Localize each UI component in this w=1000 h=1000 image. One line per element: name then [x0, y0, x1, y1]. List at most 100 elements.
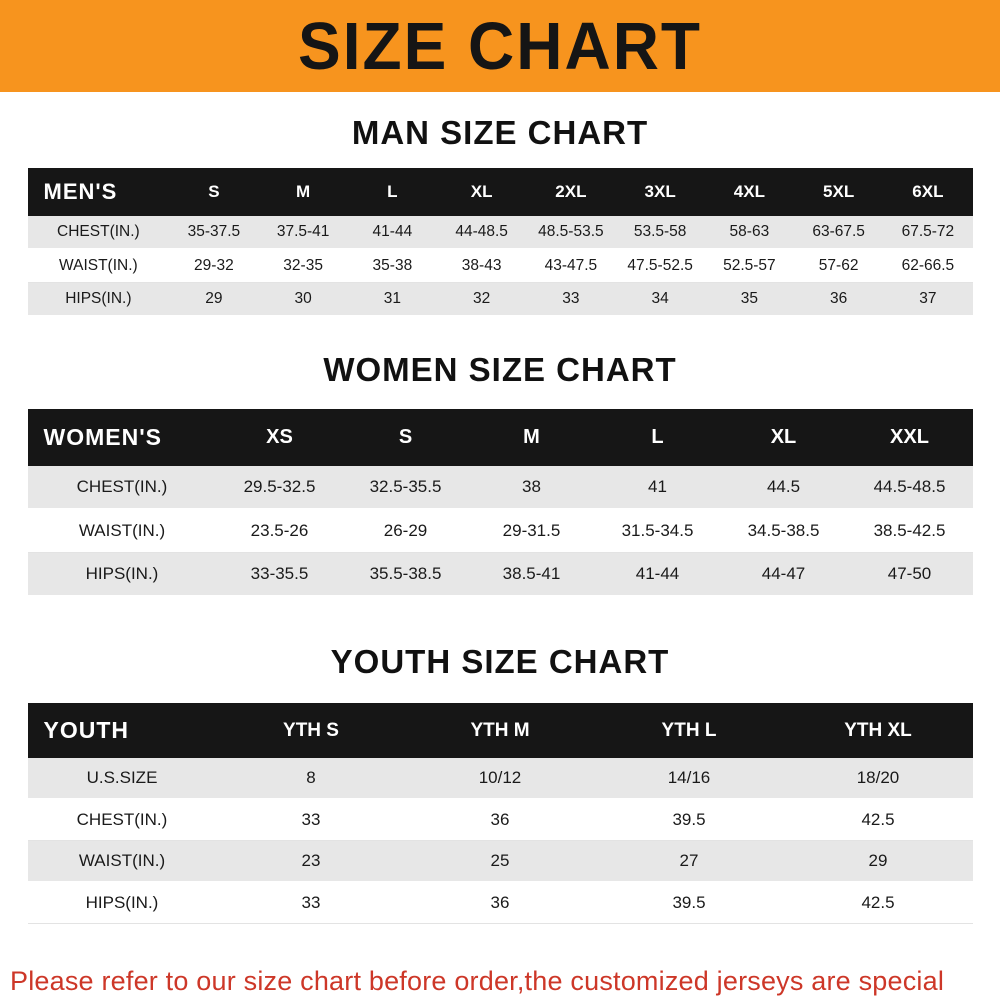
value-cell: 47.5-52.5 — [615, 249, 705, 283]
row-label-cell: WAIST(IN.) — [27, 840, 217, 883]
value-cell: 35.5-38.5 — [342, 552, 469, 597]
row-label-cell: CHEST(IN.) — [27, 799, 217, 841]
value-cell: 25 — [405, 840, 595, 883]
value-cell: 53.5-58 — [615, 216, 705, 250]
table-row: CHEST(IN.) 33 36 39.5 42.5 — [27, 799, 973, 841]
row-label-cell: U.S.SIZE — [27, 758, 217, 800]
value-cell: 32-35 — [258, 249, 348, 283]
row-label-cell: HIPS(IN.) — [27, 552, 217, 597]
value-cell: 42.5 — [783, 882, 973, 924]
value-cell: 26-29 — [342, 509, 469, 553]
value-cell: 33 — [526, 282, 616, 317]
size-header-cell: XL — [437, 168, 527, 216]
value-cell: 48.5-53.5 — [526, 216, 616, 250]
value-cell: 35-38 — [347, 249, 437, 283]
row-label-cell: HIPS(IN.) — [27, 882, 217, 924]
value-cell: 44-47 — [720, 552, 847, 597]
value-cell: 29 — [169, 282, 259, 317]
value-cell: 44-48.5 — [437, 216, 527, 250]
value-cell: 29.5-32.5 — [216, 466, 343, 510]
page-title: SIZE CHART — [298, 8, 702, 84]
value-cell: 44.5 — [720, 466, 847, 510]
value-cell: 30 — [258, 282, 348, 317]
value-cell: 23.5-26 — [216, 509, 343, 553]
value-cell: 31.5-34.5 — [594, 509, 721, 553]
value-cell: 33 — [216, 799, 406, 841]
value-cell: 8 — [216, 758, 406, 800]
table-title-cell: MEN'S — [27, 168, 170, 216]
value-cell: 23 — [216, 840, 406, 883]
value-cell: 41 — [594, 466, 721, 510]
row-label-cell: WAIST(IN.) — [27, 249, 170, 283]
value-cell: 38 — [468, 466, 595, 510]
table-row: CHEST(IN.) 35-37.5 37.5-41 41-44 44-48.5 48.5… — [27, 216, 973, 250]
youth-size-section: YOUTH SIZE CHART YOUTH YTH S YTH M YTH L YTH… — [0, 643, 1000, 924]
value-cell: 34 — [615, 282, 705, 317]
value-cell: 38-43 — [437, 249, 527, 283]
size-header-cell: M — [468, 409, 595, 466]
table-row: WAIST(IN.) 23 25 27 29 — [27, 840, 973, 883]
value-cell: 35-37.5 — [169, 216, 259, 250]
value-cell: 52.5-57 — [704, 249, 794, 283]
value-cell: 29-32 — [169, 249, 259, 283]
table-header-row: MEN'S S M L XL 2XL 3XL 4XL 5XL 6XL — [27, 168, 973, 216]
footer-line-1: Please refer to our size chart before or… — [10, 966, 945, 996]
value-cell: 62-66.5 — [883, 249, 973, 283]
value-cell: 39.5 — [594, 882, 784, 924]
men-section-heading: MAN SIZE CHART — [351, 114, 649, 151]
youth-section-heading: YOUTH SIZE CHART — [330, 643, 670, 680]
value-cell: 47-50 — [846, 552, 973, 597]
size-header-cell: S — [169, 168, 259, 216]
value-cell: 39.5 — [594, 799, 784, 841]
value-cell: 43-47.5 — [526, 249, 616, 283]
value-cell: 14/16 — [594, 758, 784, 800]
value-cell: 37 — [883, 282, 973, 317]
value-cell: 33-35.5 — [216, 552, 343, 597]
size-header-cell: 4XL — [704, 168, 794, 216]
table-row: HIPS(IN.) 29 30 31 32 33 34 35 36 37 — [27, 282, 973, 317]
value-cell: 27 — [594, 840, 784, 883]
value-cell: 38.5-42.5 — [846, 509, 973, 553]
women-size-section: WOMEN SIZE CHART WOMEN'S XS S M L XL XXL CHEST(… — [0, 351, 1000, 597]
value-cell: 32.5-35.5 — [342, 466, 469, 510]
value-cell: 41-44 — [347, 216, 437, 250]
size-header-cell: 6XL — [883, 168, 973, 216]
value-cell: 41-44 — [594, 552, 721, 597]
banner: SIZE CHART — [0, 0, 1000, 92]
size-header-cell: YTH L — [594, 703, 784, 758]
value-cell: 37.5-41 — [258, 216, 348, 250]
table-row: HIPS(IN.) 33 36 39.5 42.5 — [27, 882, 973, 924]
value-cell: 36 — [405, 799, 595, 841]
women-size-table: WOMEN'S XS S M L XL XXL CHEST(IN.) 29.5-32.5 32.5… — [27, 409, 973, 597]
value-cell: 33 — [216, 882, 406, 924]
table-header-row: WOMEN'S XS S M L XL XXL — [27, 409, 973, 466]
men-size-table: MEN'S S M L XL 2XL 3XL 4XL 5XL 6XL CHEST(IN.) 35-37… — [27, 168, 973, 317]
value-cell: 29 — [783, 840, 973, 883]
value-cell: 29-31.5 — [468, 509, 595, 553]
table-row: HIPS(IN.) 33-35.5 35.5-38.5 38.5-41 41-44 44-… — [27, 552, 973, 597]
value-cell: 34.5-38.5 — [720, 509, 847, 553]
table-row: WAIST(IN.) 29-32 32-35 35-38 38-43 43-47.5 47.… — [27, 249, 973, 283]
value-cell: 35 — [704, 282, 794, 317]
value-cell: 18/20 — [783, 758, 973, 800]
size-header-cell: L — [347, 168, 437, 216]
size-header-cell: L — [594, 409, 721, 466]
table-row: CHEST(IN.) 29.5-32.5 32.5-35.5 38 41 44.5 44.5… — [27, 466, 973, 510]
size-header-cell: YTH M — [405, 703, 595, 758]
youth-size-table: YOUTH YTH S YTH M YTH L YTH XL U.S.SIZE 8 10/12… — [27, 703, 973, 924]
value-cell: 36 — [405, 882, 595, 924]
value-cell: 42.5 — [783, 799, 973, 841]
value-cell: 32 — [437, 282, 527, 317]
value-cell: 36 — [794, 282, 884, 317]
row-label-cell: CHEST(IN.) — [27, 466, 217, 510]
size-header-cell: 2XL — [526, 168, 616, 216]
row-label-cell: CHEST(IN.) — [27, 216, 170, 250]
table-title-cell: YOUTH — [27, 703, 217, 758]
value-cell: 63-67.5 — [794, 216, 884, 250]
size-header-cell: 3XL — [615, 168, 705, 216]
size-header-cell: S — [342, 409, 469, 466]
value-cell: 10/12 — [405, 758, 595, 800]
size-header-cell: YTH S — [216, 703, 406, 758]
value-cell: 44.5-48.5 — [846, 466, 973, 510]
table-header-row: YOUTH YTH S YTH M YTH L YTH XL — [27, 703, 973, 758]
